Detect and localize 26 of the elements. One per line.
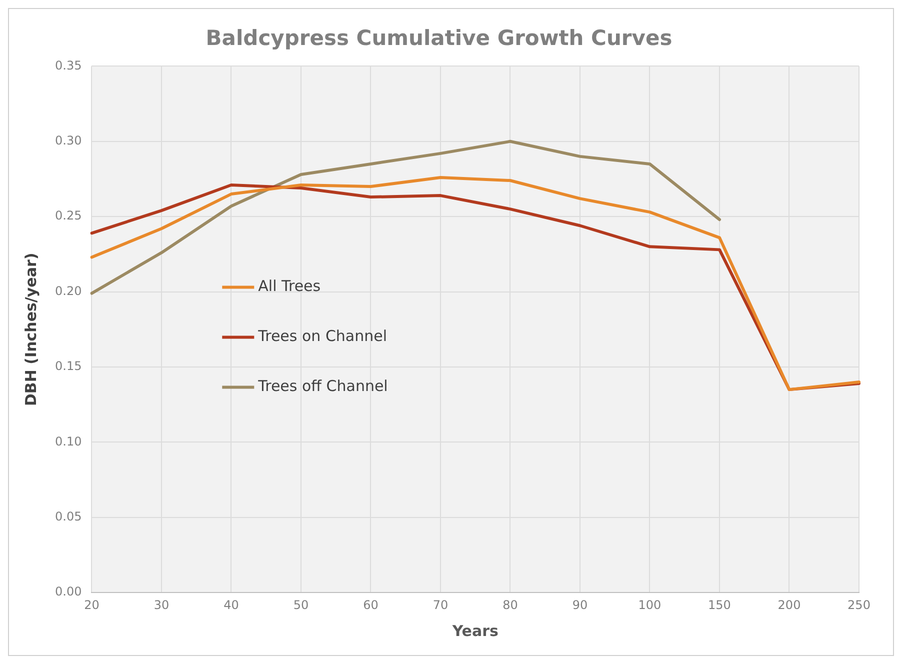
legend-label: All Trees — [258, 277, 321, 296]
y-tick-label: 0.00 — [55, 584, 82, 599]
x-tick-label: 60 — [363, 598, 378, 612]
x-tick-label: 70 — [432, 598, 448, 612]
x-tick-label: 80 — [502, 598, 518, 612]
x-tick-label: 40 — [224, 598, 239, 612]
x-tick-label: 250 — [848, 598, 870, 612]
x-tick-label: 30 — [154, 598, 170, 612]
y-tick-label: 0.35 — [55, 58, 82, 72]
y-tick-label: 0.25 — [55, 208, 82, 223]
legend-label: Trees on Channel — [257, 327, 388, 346]
x-tick-label: 100 — [638, 598, 662, 612]
x-tick-label: 150 — [708, 598, 731, 612]
x-axis-title: Years — [451, 622, 498, 640]
x-tick-label: 90 — [572, 598, 588, 612]
legend-label: Trees off Channel — [257, 377, 388, 396]
y-tick-label: 0.20 — [55, 284, 82, 298]
x-tick-label: 20 — [84, 598, 100, 612]
x-tick-label: 50 — [293, 598, 309, 612]
y-axis-title: DBH (Inches/year) — [22, 252, 40, 406]
y-tick-label: 0.10 — [55, 434, 82, 448]
y-tick-label: 0.15 — [55, 359, 82, 374]
x-tick-label: 200 — [778, 598, 801, 612]
y-tick-label: 0.05 — [55, 510, 82, 524]
y-tick-label: 0.30 — [55, 134, 82, 148]
chart-title: Baldcypress Cumulative Growth Curves — [206, 26, 672, 50]
